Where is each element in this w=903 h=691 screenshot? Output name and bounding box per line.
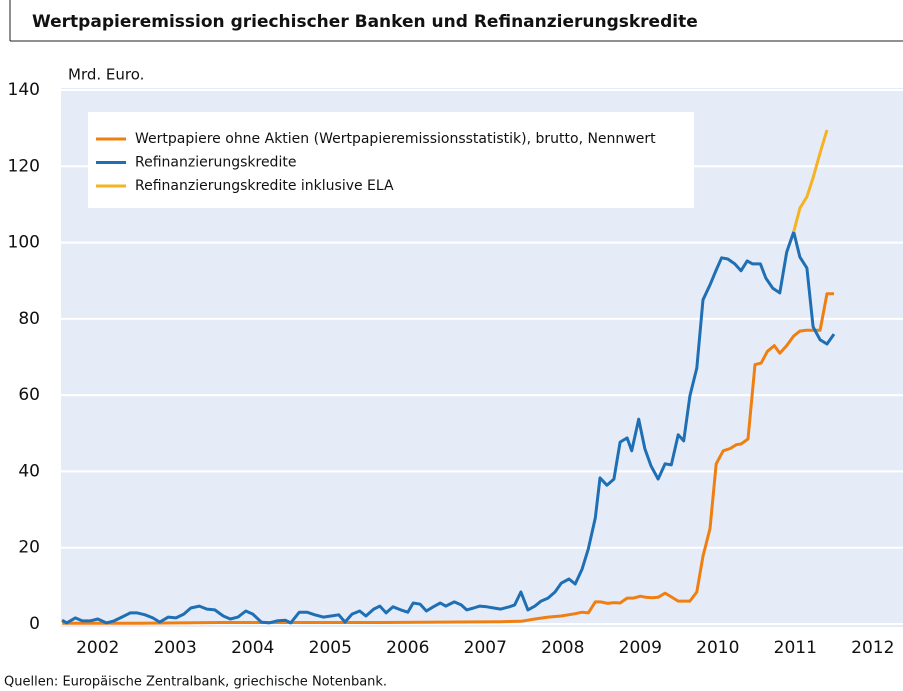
y-tick-label: 80	[18, 309, 40, 329]
source-note: Quellen: Europäische Zentralbank, griech…	[4, 675, 387, 690]
series-line	[61, 230, 836, 625]
y-tick-label: 120	[8, 156, 40, 176]
x-tick-label: 2010	[696, 638, 739, 658]
x-tick-label: 2012	[851, 638, 894, 658]
legend-label: Wertpapiere ohne Aktien (Wertpapieremiss…	[135, 131, 656, 147]
x-tick-label: 2007	[464, 638, 507, 658]
x-tick-label: 2003	[154, 638, 197, 658]
x-tick-label: 2004	[231, 638, 274, 658]
legend-label: Refinanzierungskredite	[135, 155, 296, 171]
x-tick-label: 2008	[541, 638, 584, 658]
legend-label: Refinanzierungskredite inklusive ELA	[135, 178, 394, 194]
y-tick-label: 100	[8, 233, 40, 253]
y-tick-label: 20	[18, 538, 40, 558]
chart-title: Wertpapieremission griechischer Banken u…	[32, 12, 698, 32]
y-tick-label: 60	[18, 385, 40, 405]
legend-box	[88, 112, 694, 208]
x-tick-label: 2005	[309, 638, 352, 658]
x-tick-label: 2002	[76, 638, 119, 658]
series-line	[62, 292, 834, 625]
x-tick-label: 2006	[386, 638, 429, 658]
x-tick-label: 2011	[774, 638, 817, 658]
y-tick-label: 140	[8, 80, 40, 100]
y-tick-label: 0	[29, 614, 40, 634]
series-line	[792, 129, 829, 233]
x-tick-label: 2009	[619, 638, 662, 658]
y-tick-label: 40	[18, 461, 40, 481]
y-axis-label: Mrd. Euro.	[68, 66, 144, 84]
